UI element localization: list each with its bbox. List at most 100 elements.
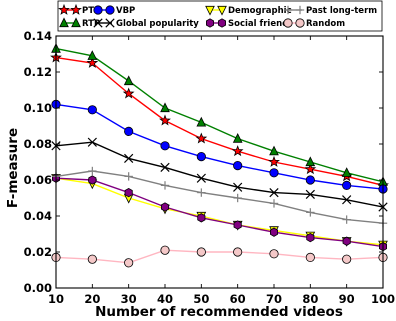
data-point-rtp-80: [305, 156, 316, 167]
data-point-vbp-20: [87, 105, 97, 115]
legend-marker-demographic: [205, 5, 215, 16]
data-point-random-40: [160, 245, 170, 255]
series-layer: [50, 43, 389, 268]
legend-marker-past-long-term: [283, 5, 293, 15]
data-point-vbp-90: [342, 180, 352, 190]
y-tick-label: 0.10: [24, 101, 52, 115]
data-point-rtp-70: [269, 145, 279, 156]
series-line-past-long-term: [55, 170, 384, 224]
series-global-popularity: [51, 137, 388, 212]
data-point-rtp-60: [232, 133, 243, 143]
series-line-demographic: [55, 177, 384, 246]
legend-label-global-popularity: Global popularity: [116, 19, 199, 29]
legend-marker-random: [283, 18, 293, 28]
legend-item-random: Random: [283, 18, 345, 29]
data-point-past-long-term-50: [197, 188, 206, 197]
data-point-rtp-20: [87, 50, 98, 60]
legend-label-random: Random: [306, 19, 345, 29]
series-rtp: [51, 43, 388, 186]
data-point-past-long-term-70: [269, 199, 279, 208]
data-point-social-friend-90: [342, 236, 351, 246]
legend-marker-ptp: [58, 3, 70, 15]
legend-label-ptp: PTP: [82, 6, 100, 16]
data-point-past-long-term-20: [88, 166, 97, 176]
x-tick-label: 20: [84, 292, 100, 306]
legend-item-global-popularity: Global popularity: [93, 18, 199, 29]
legend-label-rtp: RTP: [82, 19, 100, 29]
data-point-vbp-50: [196, 152, 206, 162]
series-line-ptp: [55, 56, 384, 187]
data-point-ptp-60: [231, 145, 244, 157]
y-tick-label: 0.08: [24, 137, 52, 151]
x-tick-label: 90: [339, 292, 355, 306]
legend-item-ptp: PTP: [58, 3, 100, 16]
data-point-global-popularity-60: [233, 182, 243, 192]
legend-marker-past-long-term: [295, 5, 305, 15]
data-point-past-long-term-90: [342, 215, 351, 224]
data-point-rtp-90: [341, 167, 352, 177]
legend-item-social-friend: Social friend: [205, 18, 288, 29]
legend-label-social-friend: Social friend: [228, 19, 288, 29]
legend-marker-vbp: [105, 5, 115, 15]
data-point-past-long-term-60: [233, 193, 242, 203]
data-point-random-80: [305, 252, 315, 262]
data-point-ptp-20: [86, 56, 99, 68]
legend-marker-social-friend: [205, 18, 215, 28]
data-point-global-popularity-90: [342, 195, 352, 205]
data-point-vbp-80: [305, 175, 315, 185]
data-point-social-friend-20: [88, 175, 97, 185]
legend-marker-random: [295, 18, 305, 28]
data-point-social-friend-30: [124, 187, 133, 198]
data-point-random-50: [196, 247, 206, 257]
y-tick-label: 0.06: [24, 173, 52, 187]
data-point-ptp-80: [304, 163, 317, 175]
data-point-rtp-50: [196, 116, 207, 127]
series-random: [51, 245, 388, 268]
data-point-random-70: [269, 249, 279, 259]
data-point-ptp-70: [268, 155, 280, 167]
y-axis-title: F-measure: [5, 128, 21, 208]
legend-item-past-long-term: Past long-term: [283, 5, 377, 16]
series-line-social-friend: [55, 177, 384, 248]
data-point-past-long-term-80: [306, 208, 315, 217]
y-tick-label: 0.14: [24, 29, 52, 43]
y-tick-label: 0.12: [24, 65, 52, 79]
data-point-global-popularity-30: [124, 153, 134, 164]
data-point-past-long-term-30: [124, 172, 133, 181]
legend-marker-vbp: [93, 5, 103, 15]
data-point-random-30: [124, 258, 134, 268]
data-point-rtp-40: [160, 102, 170, 113]
data-point-social-friend-40: [160, 202, 170, 212]
data-point-ptp-40: [159, 114, 171, 126]
legend-marker-rtp: [59, 17, 69, 28]
data-point-social-friend-80: [306, 232, 315, 243]
series-line-vbp: [55, 103, 384, 190]
x-tick-label: 80: [302, 292, 318, 306]
y-tick-label: 0.04: [24, 209, 52, 223]
legend-item-rtp: RTP: [59, 17, 100, 29]
x-tick-label: 50: [193, 292, 209, 306]
legend-label-vbp: VBP: [116, 6, 135, 16]
data-point-social-friend-60: [233, 220, 242, 230]
series-line-rtp: [55, 47, 384, 183]
data-point-ptp-50: [195, 132, 208, 144]
series-social-friend: [52, 173, 388, 252]
x-tick-label: 70: [266, 292, 282, 306]
legend-item-vbp: VBP: [93, 5, 135, 16]
data-point-global-popularity-40: [160, 162, 170, 173]
legend-item-demographic: Demographic: [205, 5, 292, 16]
x-tick-label: 60: [230, 292, 246, 306]
data-point-global-popularity-70: [269, 187, 279, 198]
data-point-vbp-70: [269, 168, 279, 178]
x-tick-label: 100: [371, 292, 395, 306]
data-point-global-popularity-80: [305, 189, 315, 200]
legend-marker-social-friend: [217, 18, 227, 28]
legend-marker-ptp: [70, 3, 82, 15]
data-point-rtp-30: [123, 75, 134, 86]
x-tick-label: 40: [157, 292, 173, 306]
plot-frame: [55, 35, 384, 289]
data-point-global-popularity-20: [87, 137, 97, 147]
legend-marker-global-popularity: [105, 18, 115, 28]
